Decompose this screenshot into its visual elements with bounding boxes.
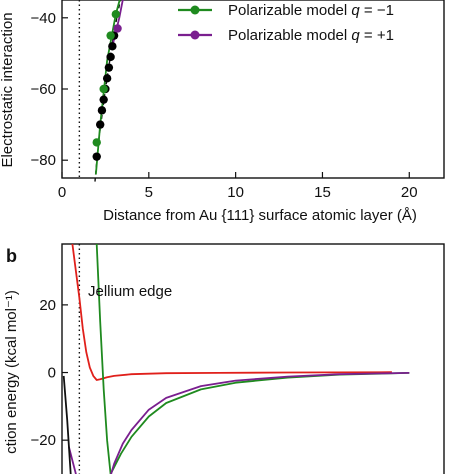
panel-a-xtick-label: 20	[401, 184, 418, 201]
legend-label-q-minus: Polarizable model q = −1	[228, 2, 394, 19]
panel-a-point-black	[104, 63, 114, 72]
panel-b-series-purple-inner-line	[68, 446, 77, 474]
panel-b-chart: b 20 0 −20 Jellium edge ction energy (kcal…	[3, 243, 445, 474]
legend-label-q-plus: Polarizable model q = +1	[228, 27, 394, 44]
jellium-edge-annotation: Jellium edge	[88, 283, 172, 300]
panel-b-series-red-line	[71, 244, 392, 381]
panel-a-point-black	[99, 95, 108, 104]
panel-a-xtick-label: 0	[58, 184, 66, 201]
legend-marker-q-minus	[190, 5, 200, 15]
panel-a-point-black	[97, 106, 107, 115]
panel-a-ytick-label: −60	[31, 81, 56, 98]
panel-a-point-q-minus	[111, 10, 121, 19]
panel-a-ytick-label: −40	[31, 10, 56, 27]
panel-a-xtick-label: 5	[145, 184, 153, 201]
panel-a-point-black	[92, 152, 101, 161]
panel-b-ytick-label: 0	[48, 365, 56, 382]
panel-b-series-purple-line	[110, 372, 410, 474]
panel-a-point-black	[106, 52, 115, 62]
panel-b-frame	[61, 243, 445, 474]
legend-item-q-minus: Polarizable model q = −1	[178, 2, 394, 19]
panel-a-xlabel: Distance from Au {111} surface atomic la…	[103, 207, 417, 224]
panel-a-point-q-minus	[99, 84, 108, 94]
panel-b-plot-area	[62, 244, 410, 474]
panel-a-ytick-label: −80	[31, 152, 56, 169]
panel-a-ylabel: Electrostatic interaction	[0, 12, 16, 167]
panel-b-label: b	[6, 246, 17, 266]
panel-a-point-q-plus	[113, 24, 122, 33]
panel-a-xtick-label: 10	[227, 184, 244, 201]
panel-a-point-q-minus	[106, 31, 115, 40]
panel-b-series-black-line	[62, 375, 72, 474]
legend-marker-q-plus	[190, 30, 200, 40]
legend: Polarizable model q = −1 Polarizable mod…	[178, 2, 394, 44]
panel-b-ylabel: ction energy (kcal mol⁻¹)	[3, 290, 20, 454]
panel-b-series-green-line	[95, 244, 410, 474]
panel-a-point-black	[108, 42, 117, 51]
panel-a-point-black	[102, 74, 112, 83]
panel-a-point-q-minus	[92, 138, 101, 147]
panel-a-chart: −40 −60 −80 0 5 10 15 20 Electrostatic interac…	[0, 0, 445, 224]
panel-b-ytick-label: −20	[31, 432, 56, 449]
legend-item-q-plus: Polarizable model q = +1	[178, 27, 394, 44]
panel-b-ytick-label: 20	[39, 297, 56, 314]
panel-a-point-black	[96, 120, 105, 129]
panel-a-xtick-label: 15	[314, 184, 331, 201]
